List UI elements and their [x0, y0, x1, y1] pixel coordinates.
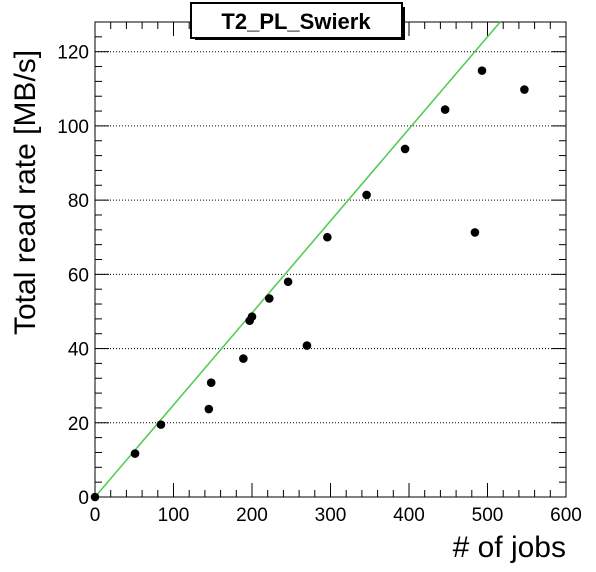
y-tick-label: 120 [57, 43, 89, 64]
chart-title: T2_PL_Swierk [221, 9, 371, 34]
data-point [470, 228, 480, 237]
y-axis-title: Total read rate [MB/s] [9, 50, 42, 335]
x-tick-label: 100 [158, 505, 190, 526]
y-tick-label: 60 [68, 265, 89, 286]
y-tick-label: 80 [68, 191, 89, 212]
data-point [204, 404, 214, 414]
data-points [90, 66, 529, 502]
y-tick-label: 0 [78, 488, 89, 509]
y-tick-label: 40 [68, 340, 89, 361]
data-point [520, 85, 529, 94]
plot-frame [94, 21, 567, 498]
data-point [323, 232, 332, 242]
x-tick-label: 300 [315, 505, 347, 526]
y-tick-label: 20 [68, 414, 89, 435]
y-tick-label: 100 [57, 117, 89, 138]
axis-ticks [94, 21, 567, 498]
data-point [239, 354, 248, 363]
fit-line [94, 21, 501, 498]
data-point [400, 144, 410, 154]
x-tick-label: 200 [236, 505, 268, 526]
x-tick-label: 0 [90, 505, 101, 526]
data-point [206, 378, 216, 388]
title-box: T2_PL_Swierk [190, 2, 405, 40]
tick-labels: 0 20 40 60 80 100 120 0 100 200 300 400 500 600 [57, 43, 582, 526]
x-tick-label: 400 [393, 505, 425, 526]
grid-lines [95, 51, 566, 424]
data-point [264, 294, 274, 303]
data-point [283, 277, 293, 287]
data-point [440, 105, 450, 114]
x-axis-title: # of jobs [453, 531, 566, 564]
x-tick-label: 500 [472, 505, 504, 526]
data-point [477, 66, 487, 75]
data-point [90, 492, 100, 502]
data-point [247, 312, 257, 321]
x-tick-label: 600 [550, 505, 582, 526]
data-point [362, 190, 371, 200]
data-point [156, 420, 166, 429]
fit-line-group [94, 21, 501, 498]
data-point [130, 449, 140, 458]
data-point [302, 341, 312, 350]
